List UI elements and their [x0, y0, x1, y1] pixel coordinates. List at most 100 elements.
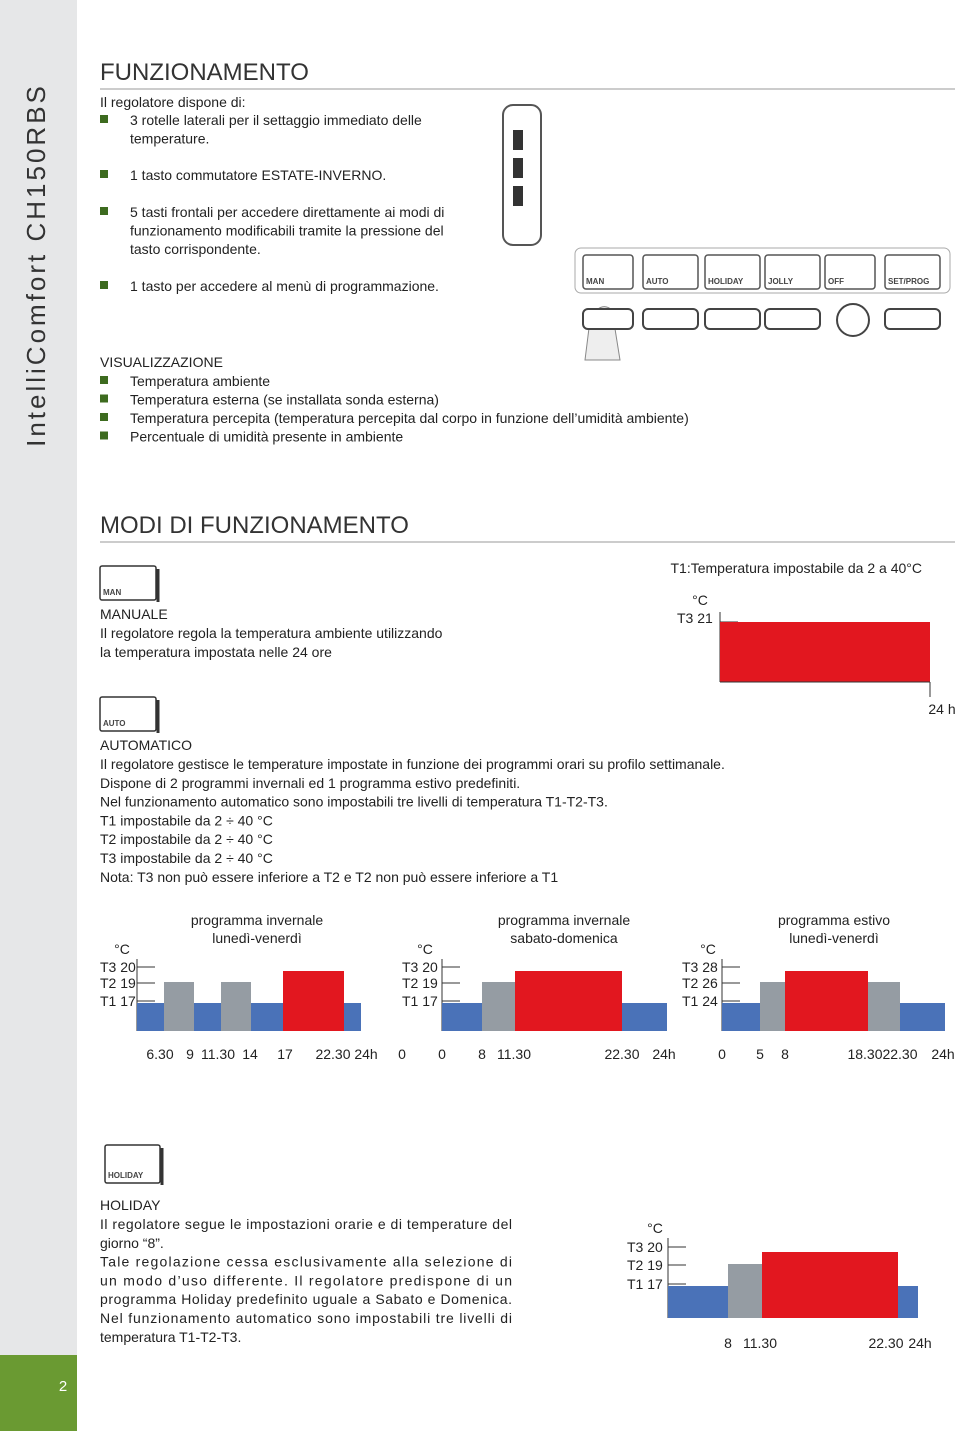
- button-label: MAN: [586, 277, 604, 286]
- mode-icon: [104, 1144, 161, 1184]
- band: [221, 982, 251, 1031]
- bullet: [100, 394, 108, 403]
- x-label: 11.30: [497, 1046, 531, 1062]
- x-label: 0: [438, 1046, 446, 1062]
- button-label: AUTO: [646, 277, 669, 286]
- device-button: [582, 254, 634, 290]
- x-label: 22.30: [315, 1046, 350, 1062]
- icon-label: AUTO: [103, 719, 126, 728]
- mode-text: Il regolatore regola la temperatura ambi…: [100, 625, 443, 641]
- chart-title: lunedì-venerdì: [212, 930, 302, 946]
- button-label: SET/PROG: [888, 277, 929, 286]
- level-label: T1 17: [627, 1276, 663, 1292]
- mode-text: Nel funzionamento automatico sono impost…: [100, 1310, 512, 1326]
- bullet: [100, 115, 108, 123]
- x-label: 24h: [931, 1046, 954, 1062]
- section-title: MODI DI FUNZIONAMENTO: [100, 512, 409, 539]
- level-label: T3 28: [682, 959, 718, 975]
- button-label: OFF: [828, 277, 844, 286]
- x-label: 14: [242, 1046, 258, 1062]
- band: [760, 982, 785, 1031]
- bullet-text: Temperatura ambiente: [130, 373, 270, 389]
- mode-text: Nota: T3 non può essere inferiore a T2 e…: [100, 869, 558, 885]
- band: [868, 982, 900, 1031]
- band: [728, 1264, 762, 1318]
- level-bar: [720, 622, 930, 682]
- bullet-text: temperature.: [130, 131, 209, 147]
- unit: °C: [692, 592, 708, 608]
- level-label: T2 19: [402, 975, 438, 991]
- bullet-text: 3 rotelle laterali per il settaggio imme…: [130, 112, 422, 128]
- x-label: 8: [724, 1335, 732, 1351]
- mode-title: AUTOMATICO: [100, 737, 192, 753]
- mode-text: programma Holiday predefinito uguale a S…: [100, 1291, 512, 1307]
- level-label: T1 24: [682, 993, 718, 1009]
- device-key: [884, 308, 941, 330]
- chart-title: sabato-domenica: [510, 930, 618, 946]
- mode-text: Il regolatore gestisce le temperature im…: [100, 756, 725, 772]
- x-label: 11.30: [201, 1046, 235, 1062]
- unit: °C: [647, 1220, 663, 1236]
- device-key: [642, 308, 699, 330]
- icon-label: MAN: [103, 588, 121, 597]
- bullet: [100, 207, 108, 215]
- bullet-text: 1 tasto per accedere al menù di programm…: [130, 278, 439, 294]
- level-label: T3 20: [100, 959, 136, 975]
- chart-title: lunedì-venerdì: [789, 930, 879, 946]
- mode-text: giorno “8”.: [100, 1235, 164, 1251]
- button-label: JOLLY: [768, 277, 794, 286]
- unit: °C: [114, 941, 130, 957]
- mode-icon: [99, 565, 157, 601]
- mode-title: HOLIDAY: [100, 1197, 161, 1213]
- chart-title: programma invernale: [498, 912, 630, 928]
- unit: °C: [417, 941, 433, 957]
- mode-text: Il regolatore segue le impostazioni orar…: [100, 1216, 512, 1232]
- level-label: T2 19: [627, 1257, 663, 1273]
- device-button: [824, 254, 876, 290]
- level-label: T3 20: [627, 1239, 663, 1255]
- mode-text: Dispone di 2 programmi invernali ed 1 pr…: [100, 775, 520, 791]
- level-label: T1 17: [402, 993, 438, 1009]
- mode-icon: [99, 696, 157, 732]
- bullet: [100, 376, 108, 384]
- level-label: T3 20: [402, 959, 438, 975]
- intro: Il regolatore dispone di:: [100, 94, 246, 110]
- chart-title: programma invernale: [191, 912, 323, 928]
- level-label: T3 21: [677, 610, 713, 626]
- x-label: 22.30: [604, 1046, 639, 1062]
- mode-text: temperatura T1-T2-T3.: [100, 1329, 241, 1345]
- bullet: [100, 281, 108, 289]
- mode-text: Tale regolazione cessa esclusivamente al…: [100, 1254, 512, 1270]
- bullet-text: Temperatura percepita (temperatura perce…: [130, 410, 689, 426]
- chart-title: programma estivo: [778, 912, 890, 928]
- mode-text: la temperatura impostata nelle 24 ore: [100, 644, 332, 660]
- device-button: [764, 254, 821, 290]
- device-key: [582, 308, 634, 330]
- brand: IntelliComfort CH150RBS: [21, 83, 51, 447]
- band: [164, 982, 194, 1031]
- mode-text: Nel funzionamento automatico sono impost…: [100, 794, 608, 810]
- x-label: 22.30: [882, 1046, 917, 1062]
- bullet-text: Temperatura esterna (se installata sonda…: [130, 392, 439, 408]
- bullet: [100, 170, 108, 178]
- level-label: T2 19: [100, 975, 136, 991]
- bullet-text: funzionamento modificabili tramite la pr…: [130, 223, 444, 239]
- unit: °C: [700, 941, 716, 957]
- x-label: 6.30: [146, 1046, 173, 1062]
- x-label: 9: [186, 1046, 194, 1062]
- x-label: 0: [398, 1046, 406, 1062]
- bullet-text: 1 tasto commutatore ESTATE-INVERNO.: [130, 167, 386, 183]
- button-label: HOLIDAY: [708, 277, 744, 286]
- device-button: [642, 254, 699, 290]
- page-number: 2: [59, 1378, 67, 1395]
- x-label: 5: [756, 1046, 764, 1062]
- mode-text: T1 impostabile da 2 ÷ 40 °C: [100, 812, 273, 828]
- x-label: 22.30: [868, 1335, 903, 1351]
- x-label: 24h: [354, 1046, 377, 1062]
- x-label: 0: [718, 1046, 726, 1062]
- x-label: 11.30: [743, 1335, 777, 1351]
- x-label: 24h: [652, 1046, 675, 1062]
- x-label: 8: [781, 1046, 789, 1062]
- mode-text: T2 impostabile da 2 ÷ 40 °C: [100, 831, 273, 847]
- level-label: T2 26: [682, 975, 718, 991]
